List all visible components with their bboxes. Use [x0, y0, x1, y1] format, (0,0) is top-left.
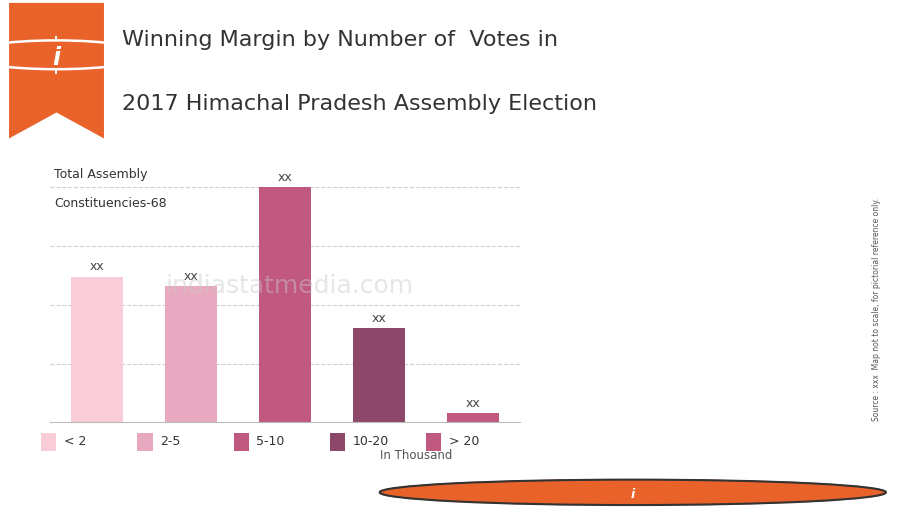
Text: 2-5: 2-5	[160, 435, 181, 449]
Polygon shape	[569, 470, 903, 515]
Text: Constituencies-68: Constituencies-68	[54, 197, 167, 210]
Text: i: i	[52, 46, 61, 70]
Text: Winning Margin by Number of  Votes in: Winning Margin by Number of Votes in	[122, 30, 557, 50]
Bar	[42, 433, 56, 451]
Text: 2017 Himachal Pradesh Assembly Election: 2017 Himachal Pradesh Assembly Election	[122, 94, 596, 114]
Text: In Thousand: In Thousand	[379, 449, 452, 462]
Text: Source : xxx  Map not to scale, for pictorial reference only.: Source : xxx Map not to scale, for picto…	[871, 197, 880, 421]
Text: indiastat: indiastat	[654, 485, 730, 500]
Text: media: media	[757, 485, 805, 500]
Bar	[352, 328, 405, 422]
Polygon shape	[9, 3, 104, 139]
Bar	[425, 433, 441, 451]
Bar	[70, 277, 123, 422]
Text: < 2: < 2	[64, 435, 87, 449]
Text: xx: xx	[465, 397, 479, 410]
Text: xx: xx	[183, 270, 198, 283]
Text: xx: xx	[89, 261, 104, 273]
Circle shape	[379, 479, 885, 505]
Text: 10-20: 10-20	[352, 435, 388, 449]
Bar	[164, 286, 217, 422]
Text: > 20: > 20	[448, 435, 479, 449]
Bar	[258, 187, 311, 422]
Bar	[137, 433, 153, 451]
Text: xx: xx	[371, 312, 386, 325]
Text: xx: xx	[277, 171, 292, 184]
Text: i: i	[630, 488, 634, 501]
Text: indiastatmedia.com: indiastatmedia.com	[165, 274, 413, 298]
Bar	[233, 433, 248, 451]
Text: Total Assembly: Total Assembly	[54, 168, 148, 181]
Text: 5-10: 5-10	[256, 435, 284, 449]
Text: Datanet: Datanet	[5, 487, 54, 497]
Bar	[330, 433, 345, 451]
Bar	[446, 413, 498, 422]
